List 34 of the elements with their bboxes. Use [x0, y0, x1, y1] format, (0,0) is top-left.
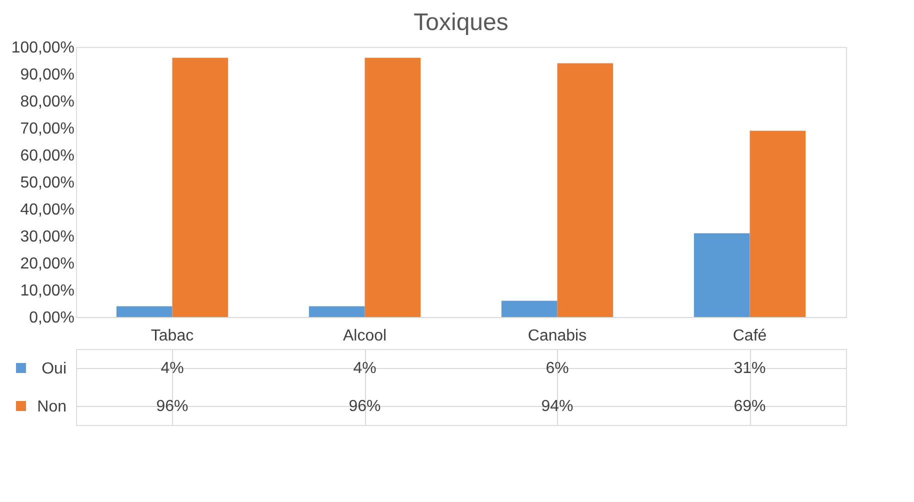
data-label: 96%: [156, 398, 188, 415]
y-tick-label: 40,00%: [20, 202, 74, 218]
x-tick-label: Tabac: [150, 328, 194, 344]
y-tick-label: 30,00%: [20, 228, 74, 246]
x-tick-label: Café: [732, 328, 767, 344]
chart-title: Toxiques: [414, 9, 508, 36]
x-tick-label: Alcool: [342, 328, 387, 344]
y-tick-label: 10,00%: [20, 282, 74, 300]
bar: [557, 63, 614, 317]
y-tick-label: 70,00%: [20, 120, 74, 138]
bar: [116, 306, 172, 317]
data-label: 6%: [546, 360, 569, 377]
bar: [501, 300, 558, 317]
bar: [172, 58, 228, 317]
bar: [364, 58, 421, 317]
y-tick-label: 20,00%: [20, 256, 74, 272]
data-label: 96%: [348, 398, 381, 415]
data-label: 4%: [353, 360, 376, 377]
y-tick-label: 60,00%: [20, 148, 74, 164]
data-label: 4%: [160, 360, 184, 377]
y-tick-label: 0,00%: [29, 310, 74, 326]
bar: [308, 306, 365, 317]
y-tick-label: 50,00%: [20, 174, 74, 192]
bar: [750, 130, 806, 317]
data-label: 31%: [734, 360, 766, 377]
y-tick-label: 80,00%: [20, 94, 74, 110]
y-tick-label: 100,00%: [11, 40, 74, 56]
x-tick-label: Canabis: [528, 328, 587, 344]
legend-label: Oui: [42, 360, 66, 378]
data-label: 69%: [734, 398, 766, 415]
y-tick-label: 90,00%: [20, 66, 74, 84]
legend-label: Non: [37, 398, 66, 416]
bar: [694, 233, 750, 317]
data-label: 94%: [541, 398, 574, 415]
